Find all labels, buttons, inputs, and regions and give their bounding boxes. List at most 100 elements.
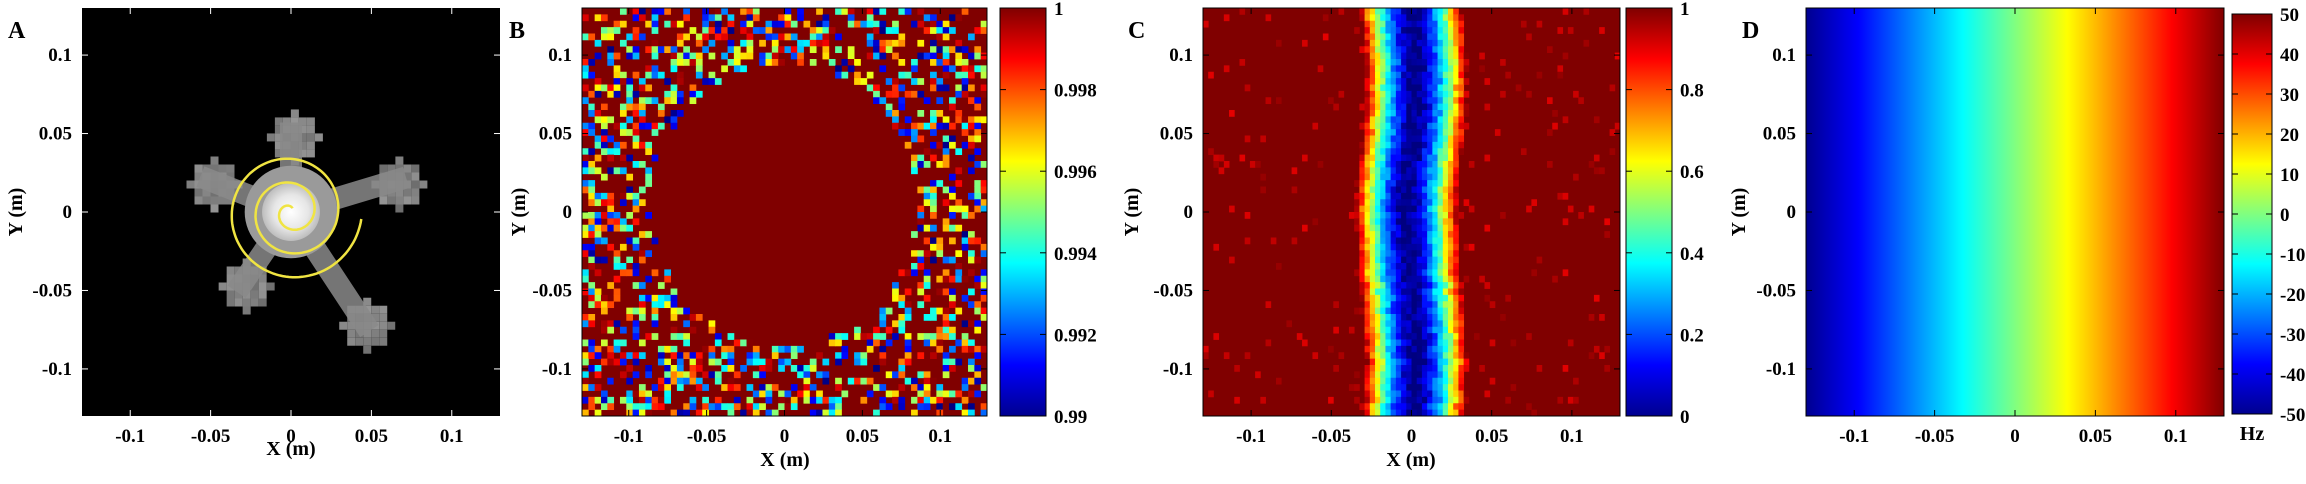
x-tick-label: 0.1: [928, 426, 952, 447]
heatmap-cell: [1390, 371, 1397, 379]
heatmap-cell: [594, 110, 602, 117]
heatmap-cell: [904, 377, 912, 385]
heatmap-cell: [582, 339, 589, 347]
heatmap-cell: [885, 39, 893, 47]
heatmap-cell: [607, 135, 615, 143]
heatmap-cell: [898, 129, 906, 136]
heatmap-cell: [1427, 282, 1433, 289]
heatmap-cell: [695, 90, 703, 98]
heatmap-cell: [600, 301, 608, 309]
heatmap-cell: [626, 307, 634, 315]
arm-pixel: [250, 290, 259, 299]
heatmap-cell: [898, 384, 906, 391]
heatmap-cell: [689, 52, 697, 60]
heatmap-cell: [1427, 173, 1433, 181]
heatmap-cell: [930, 352, 937, 360]
heatmap-cell: [676, 384, 684, 391]
heatmap-cell: [1385, 122, 1392, 130]
heatmap-cell: [892, 39, 899, 47]
heatmap-cell: [626, 116, 634, 124]
heatmap-cell: [1401, 8, 1407, 15]
heatmap-cell: [1442, 192, 1449, 200]
heatmap-cell: [670, 307, 678, 315]
heatmap-cell: [1229, 205, 1235, 213]
heatmap-cell: [1593, 154, 1600, 162]
heatmap-cell: [1364, 224, 1371, 232]
heatmap-cell: [1432, 377, 1438, 385]
heatmap-cell: [1442, 212, 1449, 219]
arm-pixel: [218, 196, 227, 205]
heatmap-cell: [582, 186, 589, 194]
heatmap-cell: [917, 250, 925, 258]
heatmap-cell: [1432, 59, 1438, 66]
heatmap-cell: [708, 352, 716, 360]
heatmap-cell: [1369, 269, 1376, 277]
heatmap-cell: [613, 320, 621, 328]
heatmap-cell: [1453, 161, 1459, 168]
heatmap-cell: [689, 396, 697, 404]
heatmap-cell: [1416, 52, 1423, 60]
heatmap-cell: [1432, 52, 1438, 60]
heatmap-cell: [1416, 135, 1423, 143]
heatmap-cell: [1447, 333, 1454, 340]
heatmap-cell: [594, 294, 602, 302]
heatmap-cell: [778, 46, 785, 54]
heatmap-cell: [1557, 192, 1564, 200]
heatmap-cell: [765, 20, 773, 28]
heatmap-cell: [1458, 282, 1465, 289]
heatmap-cell: [835, 352, 842, 360]
heatmap-cell: [1442, 141, 1449, 149]
heatmap-cell: [626, 237, 634, 245]
heatmap-cell: [980, 250, 988, 258]
heatmap-cell: [809, 39, 817, 47]
heatmap-cell: [1453, 390, 1459, 398]
heatmap-cell: [1239, 8, 1246, 15]
heatmap-cell: [582, 180, 589, 187]
heatmap-cell: [949, 27, 956, 34]
heatmap-cell: [1411, 218, 1418, 226]
heatmap-cell: [638, 282, 646, 289]
heatmap-cell: [651, 384, 659, 391]
heatmap-cell: [1385, 371, 1392, 379]
heatmap-cell: [1437, 46, 1444, 54]
heatmap-cell: [942, 52, 950, 60]
heatmap-cell: [936, 339, 944, 347]
heatmap-cell: [1599, 27, 1605, 34]
heatmap-cell: [1375, 263, 1381, 270]
heatmap-cell: [1354, 396, 1360, 404]
heatmap-cell: [1411, 122, 1418, 130]
heatmap-cell: [923, 161, 931, 168]
heatmap-cell: [1406, 218, 1412, 226]
heatmap-cell: [600, 27, 608, 34]
heatmap-cell: [980, 243, 988, 251]
heatmap-cell: [613, 71, 621, 79]
heatmap-cell: [917, 212, 925, 219]
heatmap-cell: [588, 167, 596, 175]
heatmap-cell: [917, 39, 925, 47]
heatmap-cell: [797, 8, 804, 15]
heatmap-cell: [1411, 199, 1418, 207]
heatmap-cell: [961, 90, 969, 98]
heatmap-cell: [1406, 14, 1412, 22]
heatmap-cell: [582, 269, 589, 277]
heatmap-cell: [1442, 384, 1449, 391]
heatmap-cell: [1234, 365, 1240, 372]
heatmap-cell: [765, 358, 773, 366]
arm-pixel: [371, 329, 380, 338]
heatmap-cell: [594, 396, 602, 404]
heatmap-cell: [961, 345, 969, 353]
heatmap-cell: [1437, 110, 1444, 117]
heatmap-cell: [1375, 167, 1381, 175]
heatmap-cell: [898, 8, 906, 15]
heatmap-cell: [1385, 384, 1392, 391]
heatmap-cell: [594, 365, 602, 372]
heatmap-cell: [1421, 314, 1428, 321]
heatmap-cell: [917, 333, 925, 340]
heatmap-cell: [1427, 154, 1433, 162]
heatmap-cell: [582, 129, 589, 136]
heatmap-cell: [1437, 103, 1444, 111]
heatmap-cell: [613, 263, 621, 270]
heatmap-cell: [879, 65, 887, 73]
heatmap-cell: [911, 129, 918, 136]
heatmap-cell: [1421, 288, 1428, 296]
